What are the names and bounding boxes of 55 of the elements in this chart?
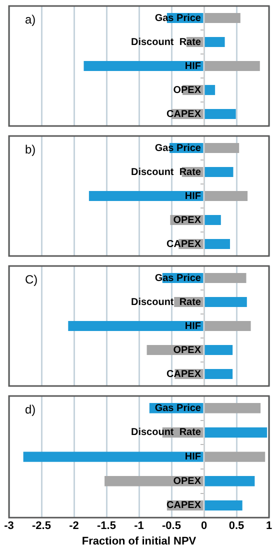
y-tick-label: Discount Rate <box>130 36 202 48</box>
y-tick-label: Discount Rate <box>130 427 202 438</box>
y-tick-label: HIF <box>184 452 201 463</box>
x-tick-label: -2 <box>69 520 79 532</box>
bar <box>204 452 266 462</box>
bar <box>204 403 261 414</box>
bar <box>68 320 204 332</box>
x-tick-label: 0 <box>200 520 208 532</box>
y-tick-label: CAPEX <box>166 108 202 120</box>
bar <box>204 214 221 226</box>
y-tick-label: CAPEX <box>166 238 202 250</box>
bar <box>23 452 204 462</box>
y-tick-label: OPEX <box>173 214 202 226</box>
bar <box>204 12 240 24</box>
y-tick-label: OPEX <box>173 344 202 356</box>
bar <box>204 296 247 308</box>
y-tick-label: OPEX <box>173 476 202 487</box>
bar <box>204 368 233 380</box>
y-tick-label: OPEX <box>173 84 202 96</box>
annotation: a) <box>25 12 36 26</box>
x-tick-label: -1.5 <box>97 520 116 532</box>
x-tick-label: -0.5 <box>162 520 181 532</box>
x-tick-label: 1 <box>266 520 272 532</box>
x-axis-title: Fraction of initial NPV <box>82 535 197 548</box>
annotation: b) <box>25 142 36 156</box>
bar <box>204 84 216 96</box>
bar <box>204 36 225 48</box>
bar <box>204 190 248 202</box>
bar <box>84 60 204 72</box>
bar <box>204 108 236 120</box>
bar <box>204 166 234 178</box>
bar <box>204 427 268 438</box>
y-tick-label: HIF <box>184 320 201 332</box>
annotation: C) <box>25 272 38 286</box>
bar <box>204 500 242 511</box>
x-tick-label: -2.5 <box>32 520 51 532</box>
x-tick-label: 0.5 <box>228 520 244 532</box>
bar <box>204 238 230 250</box>
y-tick-label: Discount Rate <box>130 166 202 178</box>
y-tick-label: Discount Rate <box>130 296 202 308</box>
bar <box>204 320 251 332</box>
bar <box>204 272 246 284</box>
bar <box>204 344 233 356</box>
bar <box>204 476 255 486</box>
bar <box>204 142 240 154</box>
y-tick-label: Gas Price <box>154 402 202 414</box>
y-tick-label: CAPEX <box>166 500 202 512</box>
bar <box>204 60 260 72</box>
y-tick-label: HIF <box>184 60 201 72</box>
bar <box>88 190 204 202</box>
x-tick-label: -3 <box>4 520 14 532</box>
annotation: d) <box>25 402 36 416</box>
y-tick-label: HIF <box>184 190 201 202</box>
y-tick-label: CAPEX <box>166 368 202 380</box>
x-tick-label: -1 <box>134 520 144 532</box>
